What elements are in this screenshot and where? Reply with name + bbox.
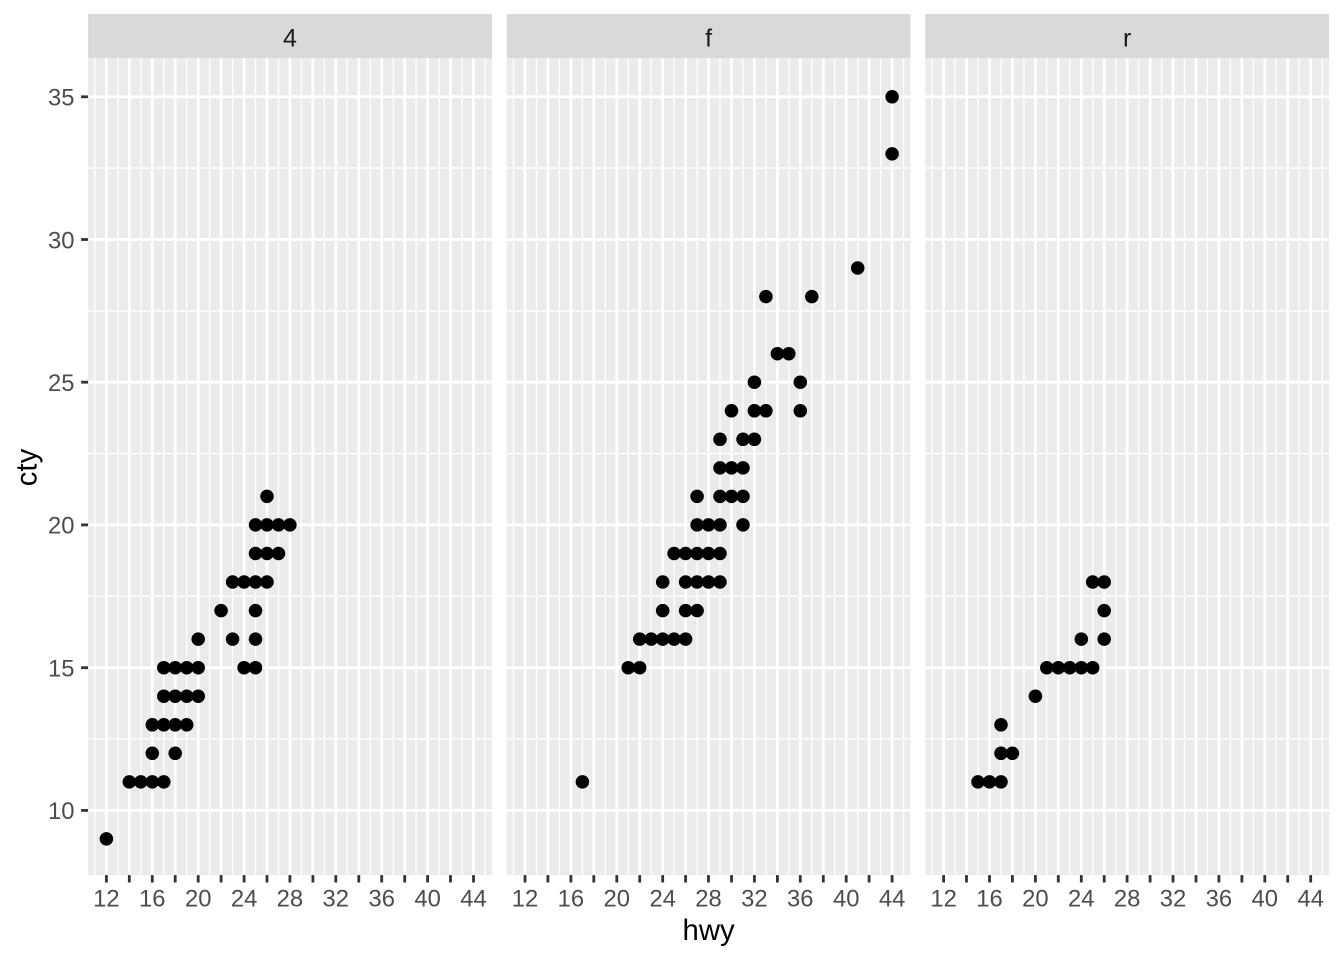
svg-text:24: 24 (649, 886, 675, 913)
svg-text:40: 40 (414, 886, 440, 913)
svg-text:16: 16 (558, 886, 584, 913)
svg-text:20: 20 (1022, 886, 1048, 913)
svg-text:28: 28 (277, 886, 303, 913)
svg-text:28: 28 (1114, 886, 1140, 913)
svg-text:44: 44 (879, 886, 905, 913)
svg-text:40: 40 (1252, 886, 1278, 913)
svg-text:24: 24 (231, 886, 257, 913)
svg-text:12: 12 (930, 886, 956, 913)
svg-text:35: 35 (48, 85, 74, 112)
svg-text:f: f (705, 25, 712, 53)
svg-text:r: r (1123, 25, 1131, 53)
svg-text:hwy: hwy (683, 914, 735, 947)
svg-text:10: 10 (48, 798, 74, 825)
svg-text:44: 44 (460, 886, 486, 913)
svg-text:15: 15 (48, 656, 74, 683)
svg-text:32: 32 (741, 886, 767, 913)
svg-text:16: 16 (976, 886, 1002, 913)
svg-text:12: 12 (93, 886, 119, 913)
svg-text:40: 40 (833, 886, 859, 913)
svg-text:cty: cty (11, 448, 44, 486)
svg-text:36: 36 (368, 886, 394, 913)
svg-text:36: 36 (787, 886, 813, 913)
svg-text:30: 30 (48, 227, 74, 254)
svg-text:36: 36 (1206, 886, 1232, 913)
svg-text:44: 44 (1297, 886, 1323, 913)
svg-text:25: 25 (48, 370, 74, 397)
svg-text:20: 20 (48, 513, 74, 540)
svg-text:16: 16 (139, 886, 165, 913)
svg-text:28: 28 (695, 886, 721, 913)
svg-text:4: 4 (283, 25, 297, 53)
svg-text:32: 32 (1160, 886, 1186, 913)
svg-text:20: 20 (604, 886, 630, 913)
svg-text:32: 32 (323, 886, 349, 913)
svg-text:24: 24 (1068, 886, 1094, 913)
svg-text:12: 12 (512, 886, 538, 913)
svg-text:20: 20 (185, 886, 211, 913)
